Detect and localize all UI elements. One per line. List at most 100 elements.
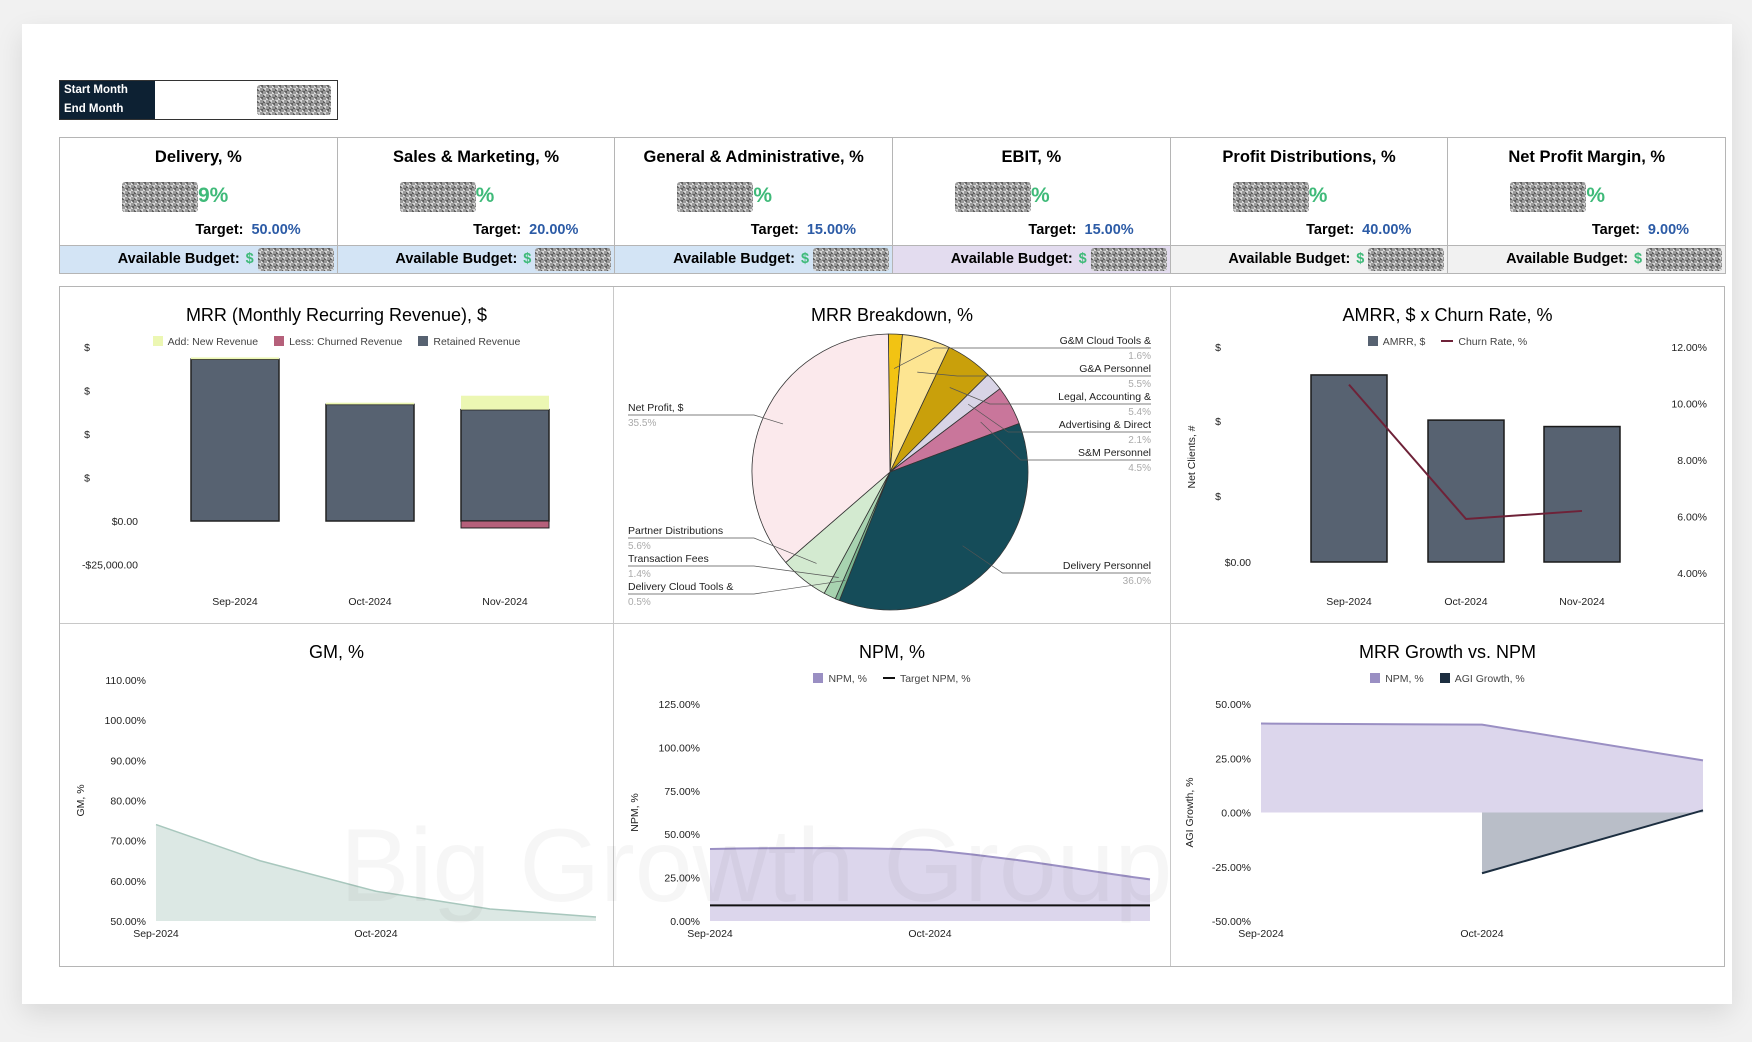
- bar-amrr: [1427, 419, 1505, 563]
- legend-swatch: [813, 673, 824, 683]
- legend-label: Add: New Revenue: [167, 336, 259, 348]
- legend-label: NPM, %: [1385, 673, 1424, 685]
- legend-swatch: [1367, 336, 1378, 346]
- y-tick-label: -25.00%: [1212, 862, 1251, 874]
- kpi-target: Target: 9.00%: [1592, 222, 1689, 238]
- start-month-label: Start Month: [60, 81, 155, 100]
- chart-grid: MRR (Monthly Recurring Revenue), $ Add: …: [59, 286, 1725, 967]
- y-tick-label: 0.00%: [670, 916, 700, 928]
- y-tick-label: $0.00: [1225, 557, 1251, 569]
- y-tick-label: 125.00%: [659, 699, 700, 711]
- pie-leader-line: [980, 421, 1151, 461]
- legend-item: AGI Growth, %: [1439, 673, 1525, 685]
- kpi-value: %: [475, 184, 495, 207]
- kpi-budget-label: Available Budget:: [117, 251, 240, 267]
- x-tick-label: Oct-2024: [908, 928, 951, 940]
- y-tick-label: 100.00%: [659, 742, 700, 754]
- kpi-title: General & Administrative, %: [643, 148, 864, 166]
- y-tick-label: $: [84, 342, 90, 354]
- x-tick-label: Sep-2024: [687, 928, 733, 940]
- growth-legend: NPM, % AGI Growth, %: [1171, 673, 1724, 685]
- legend-item: Less: Churned Revenue: [274, 336, 402, 348]
- x-tick-label: Sep-2024: [1326, 596, 1372, 608]
- breakdown-chart-title: MRR Breakdown, %: [810, 305, 974, 325]
- kpi-card: General & Administrative, %% Target: 15.00…: [615, 138, 894, 273]
- kpi-value-redacted: [955, 182, 1032, 212]
- kpi-budget: Available Budget: $: [615, 245, 893, 273]
- y-axis-label: Net Clients, #: [1186, 425, 1198, 488]
- gm-panel: GM, % 110.00% 100.00% 90.00% 80.00% 70.00% 60…: [60, 624, 613, 966]
- y2-tick-label: 4.00%: [1677, 568, 1707, 580]
- kpi-title: EBIT, %: [1001, 148, 1062, 166]
- kpi-value: 9%: [198, 184, 229, 207]
- end-month-label: End Month: [60, 100, 155, 119]
- x-tick-label: Sep-2024: [212, 596, 258, 608]
- grid-divider: [60, 623, 1724, 624]
- y-axis-label: AGI Growth, %: [1184, 777, 1196, 847]
- mrr-panel: MRR (Monthly Recurring Revenue), $ Add: …: [60, 287, 613, 623]
- pie-label: Net Profit, $: [628, 402, 684, 414]
- pie-leader-line: [628, 537, 817, 564]
- month-selector: Start Month End Month: [59, 80, 338, 120]
- legend-item: Retained Revenue: [418, 336, 520, 348]
- x-tick-label: Nov-2024: [1559, 596, 1605, 608]
- kpi-target: Target: 20.00%: [473, 222, 578, 238]
- kpi-title: Sales & Marketing, %: [393, 148, 559, 166]
- pie-slice: [751, 333, 891, 564]
- legend-swatch: [1439, 673, 1450, 683]
- pie-pct: 35.5%: [628, 418, 656, 429]
- legend-item: NPM, %: [813, 673, 867, 685]
- mrr-chart-title: MRR (Monthly Recurring Revenue), $: [185, 305, 488, 325]
- kpi-target: Target: 15.00%: [751, 222, 856, 238]
- y-tick-label: 50.00%: [110, 916, 146, 928]
- kpi-budget: Available Budget: $: [893, 245, 1170, 273]
- month-value-redacted[interactable]: [257, 85, 331, 115]
- pie-pct: 1.4%: [628, 569, 651, 580]
- amrr-chart: $ $ $ $0.00 12.00% 10.00% 8.00% 6.00% 4.00% Net C…: [1186, 342, 1707, 608]
- y-tick-label: 100.00%: [105, 715, 146, 727]
- grid-divider: [1170, 287, 1171, 966]
- bar-retained-revenue: [190, 358, 280, 522]
- kpi-target-value: 40.00%: [1362, 222, 1412, 238]
- legend-item: Target NPM, %: [882, 673, 971, 685]
- kpi-title: Delivery, %: [154, 148, 242, 166]
- dashboard-sheet: Start Month End Month Delivery, % 9% Targe…: [22, 24, 1732, 1004]
- pie-label: Delivery Cloud Tools &: [628, 581, 733, 593]
- kpi-title: Net Profit Margin, %: [1508, 148, 1666, 166]
- y2-tick-label: 6.00%: [1677, 512, 1707, 524]
- npm-chart: 125.00% 100.00% 75.00% 50.00% 25.00% 0.00% NPM…: [629, 699, 1151, 940]
- y-tick-label: 110.00%: [105, 675, 146, 687]
- pie-pct: 5.6%: [628, 541, 651, 552]
- npm-panel: NPM, % NPM, % Target NPM, % 125.00% 100.00…: [614, 624, 1170, 966]
- kpi-budget-redacted: [1646, 248, 1723, 271]
- pie-pct: 0.5%: [628, 597, 651, 608]
- pie-label: S&M Personnel: [1078, 447, 1151, 459]
- pie-label: Advertising & Direct: [1059, 419, 1151, 431]
- npm-area: [710, 848, 1150, 921]
- x-tick-label: Oct-2024: [354, 928, 397, 940]
- bar-new-revenue: [191, 357, 279, 360]
- kpi-value-redacted: [677, 182, 754, 212]
- breakdown-panel: MRR Breakdown, % G&M Cloud Tools & 1.6% G&…: [614, 287, 1170, 623]
- pie-label: Delivery Personnel: [1063, 560, 1151, 572]
- pie-pct: 36.0%: [1123, 576, 1151, 587]
- kpi-target-label: Target:: [1306, 222, 1355, 238]
- kpi-budget-prefix: $: [1078, 251, 1087, 267]
- x-tick-label: Oct-2024: [1444, 596, 1487, 608]
- kpi-value-redacted: [399, 182, 476, 212]
- legend-label: NPM, %: [828, 673, 867, 685]
- y2-tick-label: 8.00%: [1677, 455, 1707, 467]
- pie-leader-line: [893, 347, 1151, 369]
- kpi-budget: Available Budget: $: [1448, 245, 1726, 273]
- kpi-card: Delivery, % 9% Target: 50.00% Available Budg…: [60, 138, 338, 273]
- legend-swatch: [274, 336, 285, 346]
- kpi-target-value: 9.00%: [1647, 222, 1690, 238]
- x-tick-label: Sep-2024: [1238, 928, 1284, 940]
- pie-label: G&A Personnel: [1079, 363, 1151, 375]
- kpi-budget-redacted: [535, 248, 612, 271]
- pie-label: G&M Cloud Tools &: [1060, 335, 1151, 347]
- y-tick-label: 25.00%: [664, 873, 700, 885]
- legend-item: AMRR, $: [1367, 336, 1425, 348]
- y-tick-label: 0.00%: [1221, 808, 1251, 820]
- kpi-target-value: 15.00%: [1084, 222, 1134, 238]
